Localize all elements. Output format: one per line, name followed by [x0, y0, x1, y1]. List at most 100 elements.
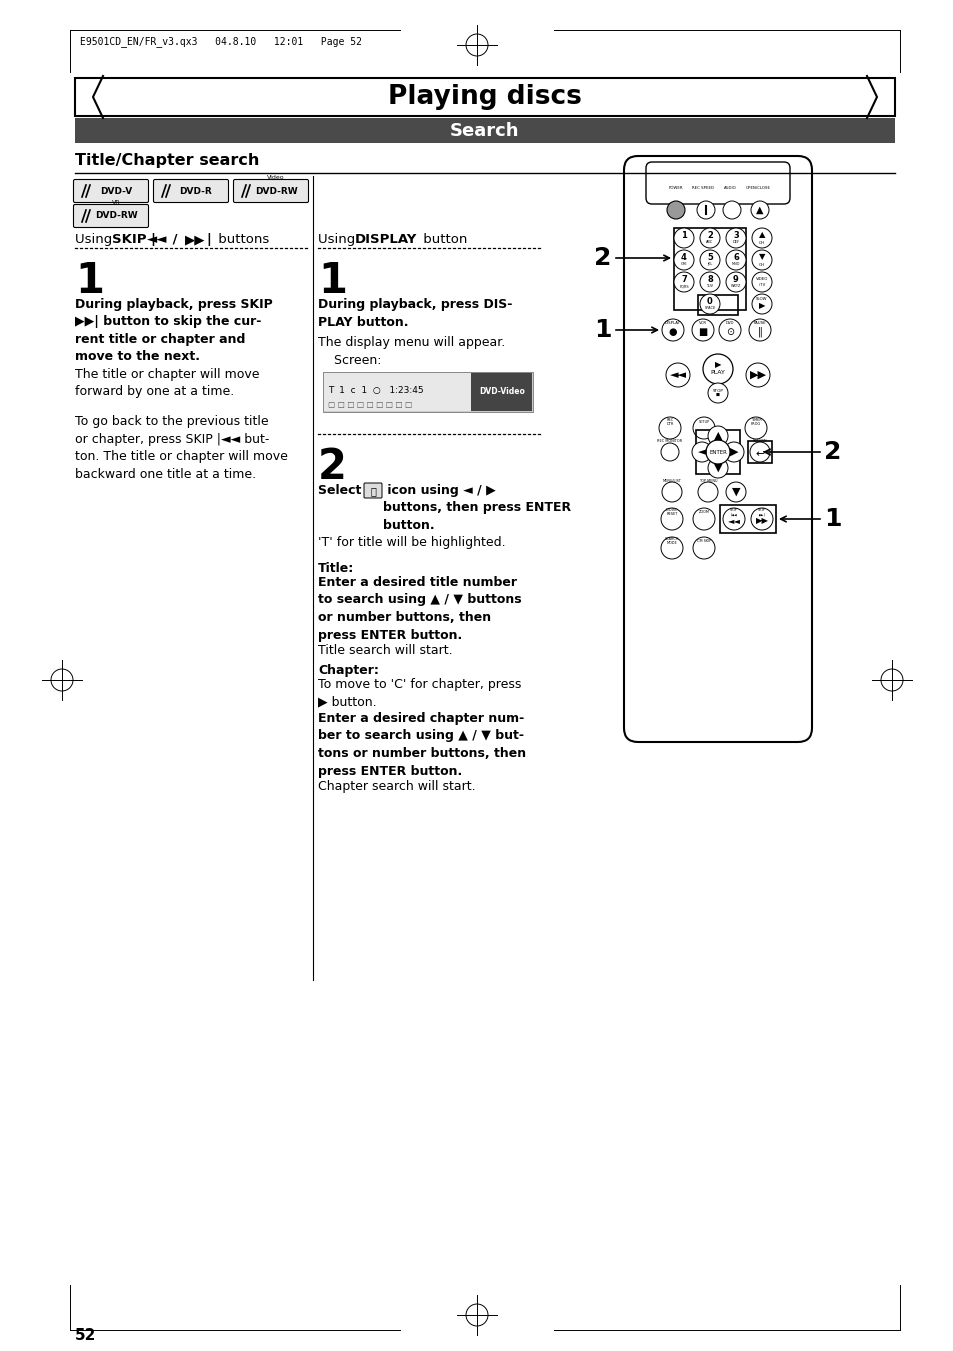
Circle shape — [750, 508, 772, 530]
Text: SEARCH
MODE: SEARCH MODE — [664, 536, 679, 546]
Text: 1: 1 — [75, 259, 104, 303]
Circle shape — [692, 508, 714, 530]
Text: VIDEO: VIDEO — [755, 277, 767, 281]
Text: ◄◄: ◄◄ — [147, 232, 168, 246]
Circle shape — [751, 295, 771, 313]
Text: ▶▶: ▶▶ — [185, 232, 205, 246]
Text: DVD-R: DVD-R — [179, 186, 213, 196]
Text: Chapter:: Chapter: — [317, 663, 378, 677]
Circle shape — [659, 417, 680, 439]
Circle shape — [661, 482, 681, 503]
Text: 1: 1 — [594, 317, 611, 342]
Text: CH: CH — [759, 263, 764, 267]
Circle shape — [697, 201, 714, 219]
Text: Using: Using — [317, 232, 359, 246]
Text: ⊙: ⊙ — [725, 327, 733, 336]
Text: 'T' for title will be highlighted.: 'T' for title will be highlighted. — [317, 536, 505, 549]
Circle shape — [751, 228, 771, 249]
Text: button: button — [418, 232, 467, 246]
Text: MENU/LIST: MENU/LIST — [662, 480, 680, 484]
Circle shape — [722, 201, 740, 219]
Text: ▼: ▼ — [758, 253, 764, 262]
Text: 2: 2 — [823, 440, 841, 463]
Text: buttons: buttons — [213, 232, 269, 246]
Text: 2: 2 — [317, 446, 347, 488]
Circle shape — [725, 272, 745, 292]
Text: 1: 1 — [317, 259, 347, 303]
Text: Using: Using — [75, 232, 116, 246]
Circle shape — [725, 250, 745, 270]
FancyArrowPatch shape — [780, 516, 820, 521]
Text: Search: Search — [450, 122, 519, 139]
Text: ‖: ‖ — [757, 327, 761, 338]
Text: 1: 1 — [680, 231, 686, 239]
Text: 4: 4 — [680, 253, 686, 262]
FancyBboxPatch shape — [73, 204, 149, 227]
Text: GHI: GHI — [680, 262, 686, 266]
Circle shape — [722, 508, 744, 530]
Text: REC SPEED: REC SPEED — [691, 186, 713, 190]
Text: 6: 6 — [732, 253, 739, 262]
Text: REC
DTR: REC DTR — [665, 417, 673, 427]
FancyBboxPatch shape — [623, 155, 811, 742]
Text: SKIP
▶▶|: SKIP ▶▶| — [758, 508, 765, 516]
Text: PLAY: PLAY — [710, 370, 724, 374]
Text: SETUP: SETUP — [698, 420, 709, 424]
FancyBboxPatch shape — [364, 484, 381, 499]
Bar — [747, 440, 771, 463]
FancyArrowPatch shape — [615, 255, 669, 261]
Text: The title or chapter will move
forward by one at a time.: The title or chapter will move forward b… — [75, 367, 259, 399]
Text: /: / — [168, 232, 182, 246]
Text: TOP MENU: TOP MENU — [698, 480, 717, 484]
Text: Title:: Title: — [317, 562, 354, 576]
Circle shape — [698, 482, 718, 503]
Text: TUV: TUV — [706, 284, 713, 288]
Circle shape — [691, 319, 713, 340]
Text: OPEN/CLOSE: OPEN/CLOSE — [744, 186, 770, 190]
Text: ▶▶: ▶▶ — [749, 370, 765, 380]
Text: 7: 7 — [680, 274, 686, 284]
Text: 3: 3 — [732, 231, 739, 239]
Text: ▼: ▼ — [731, 486, 740, 497]
Text: During playback, press SKIP
▶▶| button to skip the cur-
rent title or chapter an: During playback, press SKIP ▶▶| button t… — [75, 299, 273, 363]
Circle shape — [705, 440, 729, 463]
Circle shape — [700, 295, 720, 313]
Text: POWER: POWER — [668, 186, 682, 190]
Text: ◄◄: ◄◄ — [727, 516, 740, 526]
FancyBboxPatch shape — [645, 162, 789, 204]
Text: ●: ● — [668, 327, 677, 336]
Circle shape — [748, 319, 770, 340]
Text: Select: Select — [317, 484, 365, 497]
Text: Enter a desired title number
to search using ▲ / ▼ buttons
or number buttons, th: Enter a desired title number to search u… — [317, 576, 521, 642]
Text: ◄◄: ◄◄ — [669, 370, 686, 380]
Bar — [324, 373, 532, 411]
Text: ⌕: ⌕ — [370, 486, 375, 496]
Text: JKL: JKL — [706, 262, 712, 266]
Circle shape — [691, 442, 711, 462]
Bar — [323, 372, 533, 412]
Circle shape — [725, 482, 745, 503]
Text: RETURN: RETURN — [752, 439, 766, 443]
Text: icon using ◄ / ▶
buttons, then press ENTER
button.: icon using ◄ / ▶ buttons, then press ENT… — [382, 484, 571, 532]
Circle shape — [707, 426, 727, 446]
Text: SLOW: SLOW — [756, 297, 767, 301]
Text: /TV: /TV — [758, 282, 764, 286]
Text: TIMER
PROG: TIMER PROG — [750, 417, 760, 427]
Text: VR: VR — [112, 200, 120, 205]
Text: To go back to the previous title
or chapter, press SKIP |◄◄ but-
ton. The title : To go back to the previous title or chap… — [75, 415, 288, 481]
Text: SKIP
|◀◀: SKIP |◀◀ — [729, 508, 737, 516]
Text: 2: 2 — [706, 231, 712, 239]
Circle shape — [666, 201, 684, 219]
Text: 9: 9 — [732, 274, 739, 284]
Text: To move to 'C' for chapter, press
▶ button.: To move to 'C' for chapter, press ▶ butt… — [317, 678, 521, 708]
Text: Title search will start.: Title search will start. — [317, 644, 452, 657]
Circle shape — [673, 250, 693, 270]
Text: DVD-V: DVD-V — [100, 186, 132, 196]
Text: 52: 52 — [75, 1328, 96, 1343]
Text: ENTER: ENTER — [708, 450, 726, 454]
Text: T  1  c  1  ○   1:23:45: T 1 c 1 ○ 1:23:45 — [328, 386, 423, 394]
Text: The display menu will appear.
    Screen:: The display menu will appear. Screen: — [317, 336, 505, 366]
Text: WXYZ: WXYZ — [730, 284, 740, 288]
Text: DVD-RW: DVD-RW — [254, 186, 297, 196]
Circle shape — [673, 272, 693, 292]
